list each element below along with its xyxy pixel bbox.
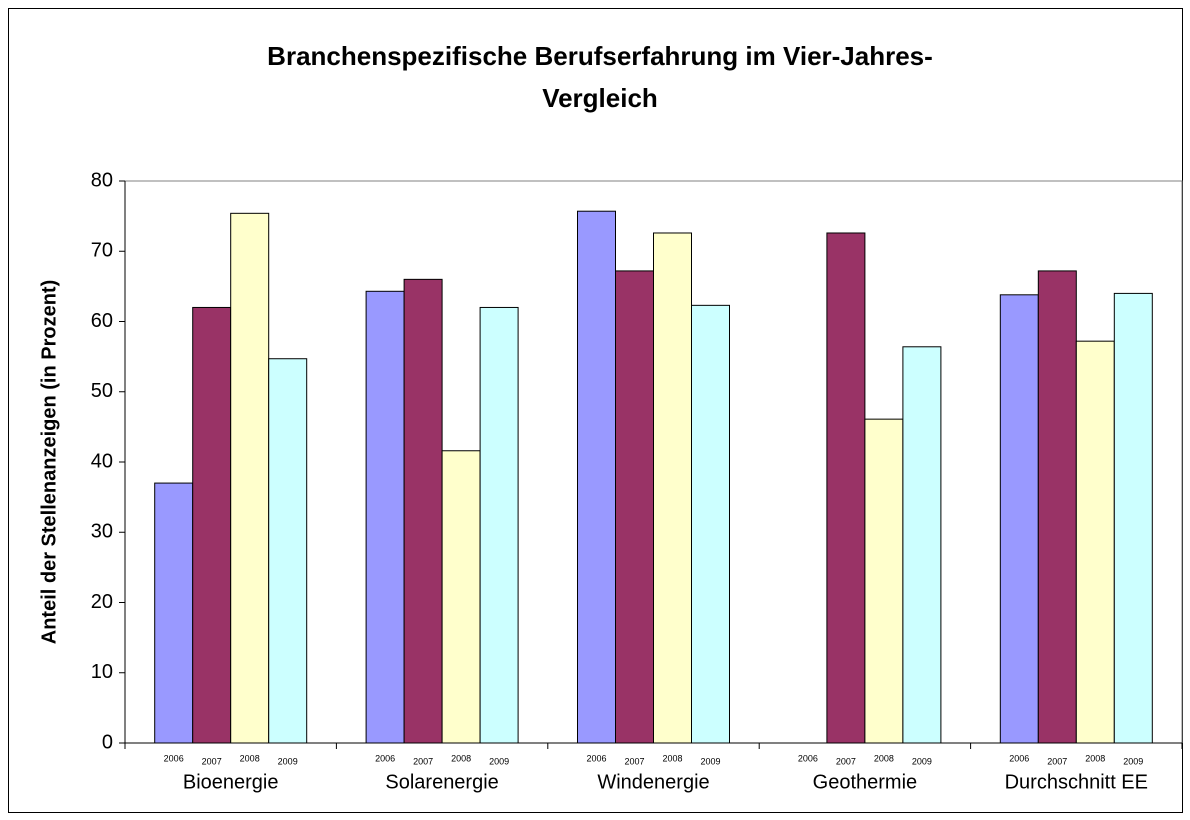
series-year-label: 2006: [164, 753, 184, 763]
series-year-label: 2007: [836, 756, 856, 766]
bar: [691, 304, 730, 744]
x-tick-label: Geothermie: [813, 771, 918, 793]
series-year-label: 2008: [451, 753, 471, 763]
chart-title: Vergleich: [542, 83, 658, 113]
bar: [1037, 270, 1077, 744]
bar: [577, 210, 616, 744]
series-year-label: 2006: [798, 753, 818, 763]
y-axis-label: Anteil der Stellenanzeigen (in Prozent): [38, 280, 60, 645]
bar: [615, 270, 654, 744]
bar: [365, 290, 405, 744]
y-tick-label: 20: [91, 591, 113, 613]
series-year-label: 2007: [1047, 756, 1067, 766]
y-tick-label: 80: [91, 169, 113, 191]
x-tick-label: Bioenergie: [183, 771, 279, 793]
series-year-label: 2007: [202, 756, 222, 766]
series-year-label: 2008: [240, 753, 260, 763]
bar: [479, 306, 519, 744]
series-year-label: 2008: [874, 753, 894, 763]
bar: [403, 278, 443, 744]
series-year-label: 2009: [489, 756, 509, 766]
bar: [192, 306, 232, 744]
y-tick-label: 50: [91, 380, 113, 402]
series-year-label: 2006: [586, 753, 606, 763]
bar: [1113, 292, 1153, 744]
bar: [441, 450, 481, 744]
series-year-label: 2009: [1123, 756, 1143, 766]
bar: [653, 232, 692, 744]
series-year-label: 2007: [624, 756, 644, 766]
y-tick-label: 70: [91, 240, 113, 262]
x-tick-label: Windenergie: [597, 771, 709, 793]
series-year-label: 2009: [700, 756, 720, 766]
y-tick-label: 60: [91, 310, 113, 332]
bar: [230, 212, 270, 744]
series-year-label: 2008: [662, 753, 682, 763]
series-year-label: 2006: [375, 753, 395, 763]
series-year-label: 2007: [413, 756, 433, 766]
x-tick-label: Solarenergie: [385, 771, 498, 793]
bar: [999, 294, 1039, 744]
y-tick-label: 10: [91, 661, 113, 683]
y-tick-label: 40: [91, 450, 113, 472]
series-year-label: 2009: [912, 756, 932, 766]
x-tick-label: Durchschnitt EE: [1005, 771, 1148, 793]
bar: [864, 418, 904, 744]
series-year-label: 2009: [278, 756, 298, 766]
bar: [902, 346, 942, 744]
bar: [268, 358, 308, 744]
bar: [1075, 340, 1115, 744]
series-year-label: 2008: [1085, 753, 1105, 763]
bar: [826, 232, 866, 744]
y-tick-label: 30: [91, 521, 113, 543]
chart-title: Branchenspezifische Berufserfahrung im V…: [267, 41, 933, 71]
series-year-label: 2006: [1009, 753, 1029, 763]
y-tick-label: 0: [102, 731, 113, 753]
bar: [154, 482, 194, 744]
